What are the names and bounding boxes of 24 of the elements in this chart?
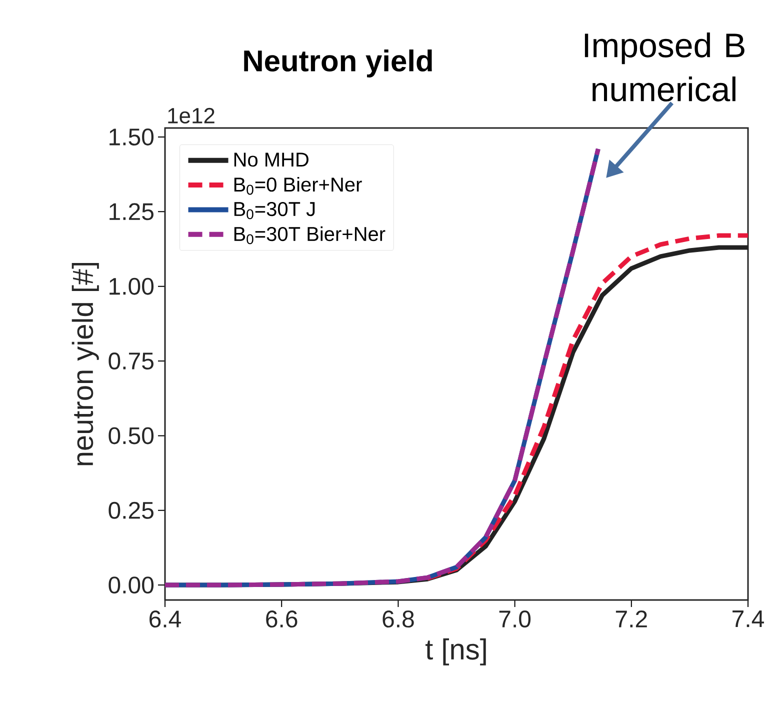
x-tick-label: 7.2	[616, 610, 647, 628]
y-axis-title: neutron yield [#]	[72, 262, 99, 466]
y-tick-label: 1.25	[110, 203, 154, 220]
y-tick-label: 0.75	[108, 352, 154, 370]
chart-title: Neutron yield	[244, 49, 432, 78]
line-series	[425, 233, 748, 581]
x-tick-label: 6.4	[150, 610, 181, 628]
text: 1e12	[168, 108, 214, 124]
legend-label: B$_{0}$=30T J	[234, 202, 315, 220]
text: Imposed B numerical	[584, 32, 744, 102]
legend-label: B$_{0}$=0 Bier+Ner	[234, 176, 362, 195]
y-tick-label: 0.50	[108, 427, 154, 444]
y-tick-label: 0.00	[108, 576, 154, 594]
x-tick-label: 6.8	[382, 610, 414, 628]
x-tick-label: 6.6	[266, 610, 298, 628]
y-tick-label: 1.00	[110, 278, 154, 295]
line-series	[165, 146, 600, 588]
legend-label: No MHD	[234, 152, 308, 167]
y-tick-label: 1.50	[110, 128, 154, 146]
x-tick-label: 7.0	[499, 610, 531, 628]
x-tick-label: 7.4	[732, 610, 764, 628]
y-tick-label: 0.25	[108, 502, 154, 519]
x-axis-title: t [ns]	[426, 638, 486, 666]
legend-label: B$_{0}$=30T Bier+Ner	[234, 226, 386, 244]
